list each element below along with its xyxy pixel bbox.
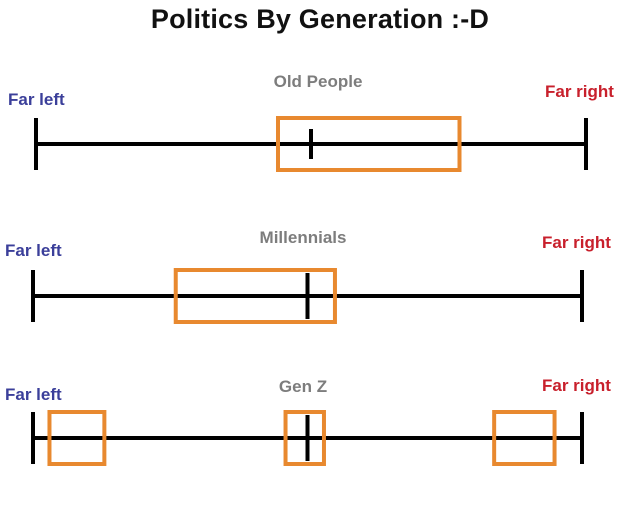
row-1-opinion-box-1 bbox=[276, 116, 462, 172]
row-3-opinion-box-3 bbox=[492, 410, 557, 466]
row-2-far-right-label: Far right bbox=[542, 233, 611, 252]
row-3-opinion-box-1 bbox=[47, 410, 107, 466]
row-3-generation-label: Gen Z bbox=[278, 377, 328, 396]
row-2-generation-label: Millennials bbox=[259, 228, 347, 247]
row-2-far-left-label: Far left bbox=[5, 241, 62, 260]
row-3-far-left-label: Far left bbox=[5, 385, 62, 404]
diagram-title: Politics By Generation :-D bbox=[150, 4, 490, 34]
row-3-opinion-box-2 bbox=[283, 410, 326, 466]
row-2-opinion-box-1 bbox=[173, 268, 337, 324]
row-1-far-right-label: Far right bbox=[545, 82, 614, 101]
row-1-generation-label: Old People bbox=[273, 72, 363, 91]
row-3-far-right-label: Far right bbox=[542, 376, 611, 395]
row-1-far-left-label: Far left bbox=[8, 90, 65, 109]
